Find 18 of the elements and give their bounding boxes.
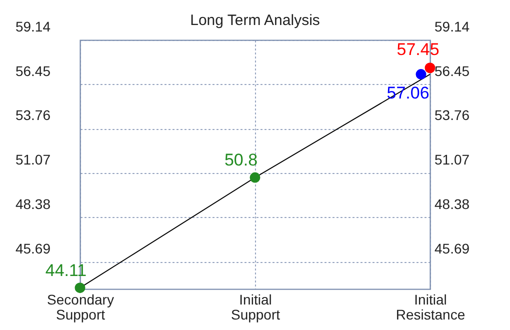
y2-tick-label: 45.69	[434, 240, 470, 256]
y-tick-label: 48.38	[15, 196, 51, 212]
y-tick-label: 45.69	[15, 240, 51, 256]
chart-title: Long Term Analysis	[190, 12, 320, 29]
y2-tick-label: 56.45	[434, 62, 470, 79]
y2-tick-label: 51.07	[434, 152, 470, 168]
y-tick-label: 56.45	[15, 62, 51, 79]
x-tick-label: Initial Resistance	[396, 292, 466, 322]
x-tick-label: Initial Support	[230, 292, 280, 322]
y-tick-label: 51.07	[15, 152, 51, 168]
data-label: 50.8	[224, 150, 258, 170]
y-tick-label: 59.14	[15, 18, 51, 34]
x-tick-label: Secondary Support	[47, 292, 114, 322]
data-label: 57.45	[396, 40, 440, 59]
y2-tick-label: 48.38	[434, 196, 470, 212]
y2-tick-label: 59.14	[434, 18, 470, 34]
y2-tick-label: 53.76	[434, 107, 470, 124]
y-tick-label: 53.76	[15, 107, 51, 124]
